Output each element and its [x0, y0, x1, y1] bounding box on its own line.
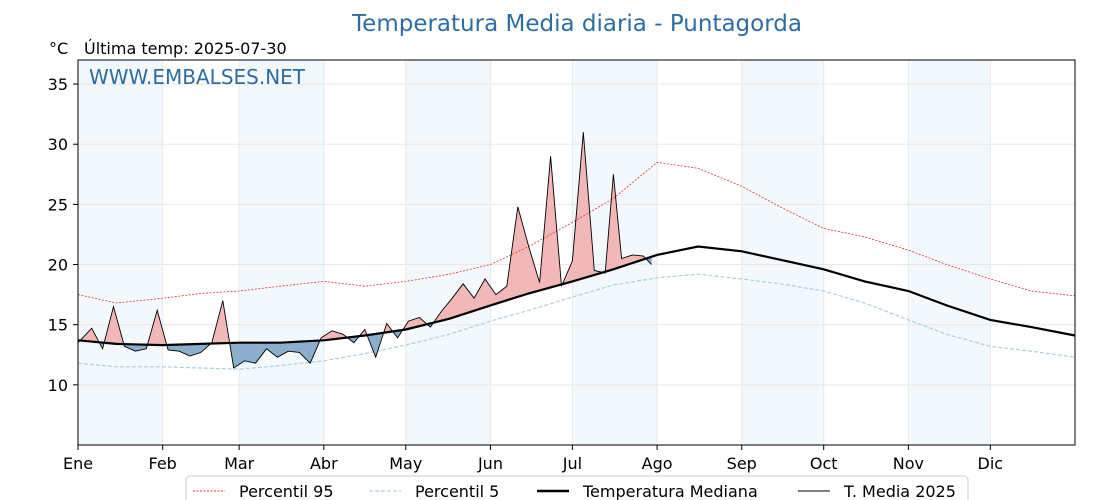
month-shade	[78, 60, 163, 445]
legend-label: Temperatura Mediana	[582, 482, 758, 500]
x-tick-label: Jul	[562, 454, 582, 473]
series-line-p5	[77, 273, 1076, 370]
y-tick-label: 10	[48, 376, 68, 395]
month-shade	[741, 60, 824, 445]
last-update: Última temp: 2025-07-30	[84, 39, 287, 58]
legend-box	[185, 475, 969, 500]
month-shade	[908, 60, 991, 445]
legend-label: Percentil 95	[239, 482, 334, 500]
x-tick-label: Nov	[893, 454, 924, 473]
x-tick-label: Abr	[310, 454, 338, 473]
above-median-fill	[147, 310, 168, 348]
unit-label: °C	[49, 39, 68, 58]
x-tick-label: Mar	[224, 454, 255, 473]
above-median-fill	[211, 300, 231, 347]
below-median-fill	[230, 339, 321, 368]
y-tick-label: 30	[48, 135, 68, 154]
x-tick-label: May	[389, 454, 422, 473]
x-tick-label: Jun	[477, 454, 503, 473]
above-median-fill	[80, 328, 100, 343]
legend-label: T. Media 2025	[843, 482, 956, 500]
y-tick-label: 25	[48, 195, 68, 214]
above-median-fill	[433, 156, 562, 323]
above-median-fill	[562, 132, 604, 284]
plot-frame	[77, 59, 1076, 446]
series-line-p95	[77, 161, 1076, 304]
y-tick-label: 20	[48, 256, 68, 275]
legend: Percentil 95 Percentil 5 Temperatura Media…	[185, 475, 969, 500]
month-shade	[405, 60, 491, 445]
watermark: WWW.EMBALSES.NET	[89, 65, 306, 89]
y-tick-label: 35	[48, 75, 68, 94]
below-median-fill	[167, 343, 212, 356]
above-median-fill	[104, 306, 125, 347]
x-tick-label: Ago	[642, 454, 673, 473]
x-tick-label: Feb	[149, 454, 177, 473]
below-median-fill	[367, 331, 384, 358]
chart-title: Temperatura Media diaria - Puntagorda	[351, 11, 802, 37]
y-tick-label: 15	[48, 316, 68, 335]
above-median-fill	[605, 174, 647, 272]
series-line-2025	[77, 132, 652, 369]
above-median-fill	[403, 317, 428, 330]
series-line-median	[77, 245, 1076, 347]
x-tick-label: Sep	[727, 454, 757, 473]
x-tick-label: Oct	[810, 454, 838, 473]
month-shade	[239, 60, 324, 445]
x-tick-label: Dic	[978, 454, 1004, 473]
x-tick-label: Ene	[63, 454, 93, 473]
legend-label: Percentil 5	[415, 482, 499, 500]
